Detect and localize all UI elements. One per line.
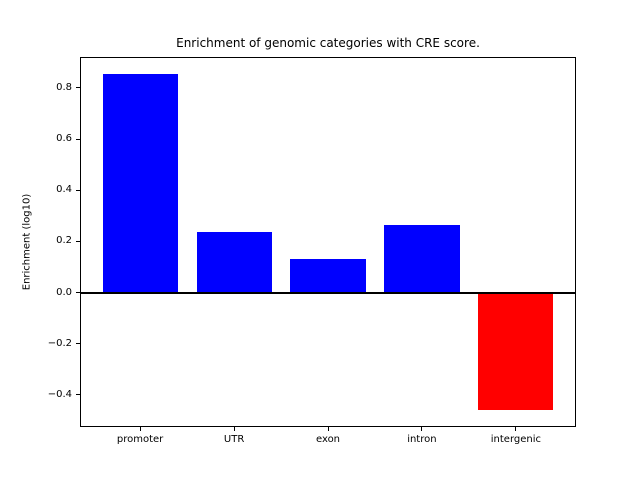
y-tick-label: 0.4 (56, 184, 72, 196)
y-tick-mark (76, 87, 80, 89)
x-tick-label-intergenic: intergenic (490, 434, 542, 445)
y-tick-label: −0.4 (47, 388, 72, 400)
y-tick-label: −0.2 (47, 337, 72, 349)
y-tick-label: 0.6 (56, 133, 72, 145)
x-tick-mark (327, 427, 329, 431)
y-tick-mark (76, 292, 80, 293)
bar-UTR (196, 232, 272, 293)
zero-line (80, 291, 576, 294)
bar-promoter (102, 73, 178, 293)
bar-intron (384, 224, 460, 293)
y-tick-mark (76, 394, 80, 396)
x-tick-mark (233, 427, 235, 431)
y-tick-label: 0.2 (56, 235, 72, 247)
x-tick-mark (515, 427, 517, 431)
chart-title: Enrichment of genomic categories with CR… (176, 36, 480, 50)
y-tick-label: 0.0 (56, 286, 72, 298)
x-tick-mark (139, 427, 141, 431)
x-tick-label-UTR: UTR (223, 434, 245, 445)
x-tick-label-exon: exon (315, 434, 341, 445)
y-tick-mark (76, 240, 80, 242)
y-tick-label: 0.8 (56, 81, 72, 93)
y-tick-mark (76, 343, 80, 345)
x-tick-label-promoter: promoter (116, 434, 164, 445)
bar-exon (290, 259, 366, 293)
y-tick-mark (76, 189, 80, 191)
bar-intergenic (478, 292, 554, 411)
x-tick-mark (421, 427, 423, 431)
y-tick-mark (76, 138, 80, 140)
x-tick-label-intron: intron (407, 434, 437, 445)
